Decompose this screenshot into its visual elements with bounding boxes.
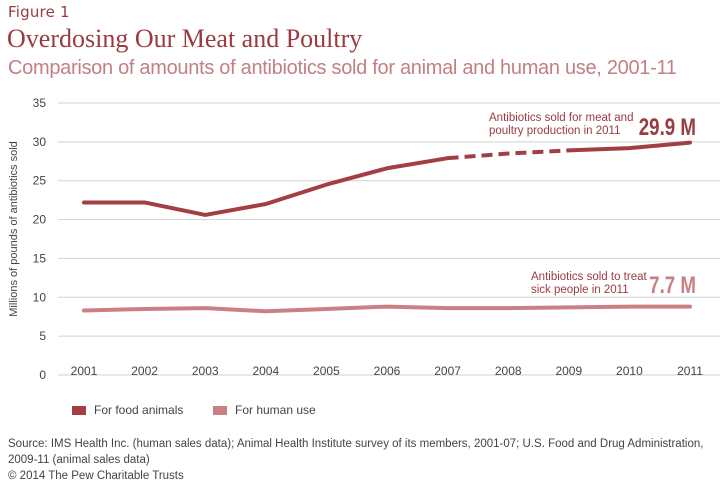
annotation-humans-value: 7.7 M — [649, 272, 696, 299]
annotation-animals-line1: Antibiotics sold for meat and — [489, 112, 633, 124]
y-tick-label: 5 — [39, 329, 46, 343]
annotation-animals-value: 29.9 M — [639, 114, 696, 141]
footer: Source: IMS Health Inc. (human sales dat… — [8, 436, 720, 484]
x-tick-label: 2006 — [374, 364, 401, 378]
y-tick-label: 20 — [33, 213, 47, 227]
legend-label-humans: For human use — [235, 403, 316, 417]
y-tick-label: 30 — [33, 135, 47, 149]
legend-item-animals: For food animals — [72, 403, 183, 417]
legend-swatch-humans — [213, 405, 227, 415]
x-tick-label: 2011 — [677, 364, 703, 378]
y-tick-label: 35 — [33, 96, 47, 110]
y-tick-label: 25 — [33, 174, 47, 188]
x-tick-label: 2002 — [131, 364, 158, 378]
series-line-humans — [82, 304, 692, 314]
figure-label: Figure 1 — [8, 3, 70, 21]
y-tick-label: 10 — [33, 290, 47, 304]
line-chart: 0 5 10 15 20 25 30 35 Millions of pounds of anti… — [8, 96, 720, 382]
x-tick-label: 2005 — [313, 364, 340, 378]
legend-swatch-animals — [72, 405, 86, 415]
y-axis-label: Millions of pounds of antibiotics sold — [8, 141, 20, 316]
x-tick-label: 2003 — [192, 364, 219, 378]
x-tick-label: 2001 — [71, 364, 98, 378]
x-tick-label: 2010 — [616, 364, 643, 378]
annotation-humans-line1: Antibiotics sold to treat — [531, 271, 648, 283]
series-line-animals — [566, 140, 692, 153]
x-tick-label: 2004 — [252, 364, 279, 378]
series-line-animals — [82, 156, 450, 217]
copyright: © 2014 The Pew Charitable Trusts — [8, 470, 184, 482]
y-tick-label: 15 — [33, 251, 47, 265]
x-tick-label: 2007 — [434, 364, 461, 378]
legend-item-humans: For human use — [213, 403, 316, 417]
annotation-animals-line2: poultry production in 2011 — [489, 125, 621, 137]
y-tick-label: 0 — [39, 368, 46, 382]
legend: For food animals For human use — [0, 403, 728, 419]
chart-title: Overdosing Our Meat and Poultry — [7, 24, 363, 53]
x-tick-label: 2008 — [495, 364, 522, 378]
chart-subtitle: Comparison of amounts of antibiotics sol… — [8, 57, 677, 79]
annotation-humans-bg — [528, 267, 700, 296]
series-line-animals — [447, 148, 569, 161]
annotation-humans-line2: sick people in 2011 — [531, 284, 629, 296]
x-tick-label: 2009 — [555, 364, 582, 378]
legend-label-animals: For food animals — [94, 403, 184, 417]
source-note: Source: IMS Health Inc. (human sales dat… — [8, 438, 704, 466]
